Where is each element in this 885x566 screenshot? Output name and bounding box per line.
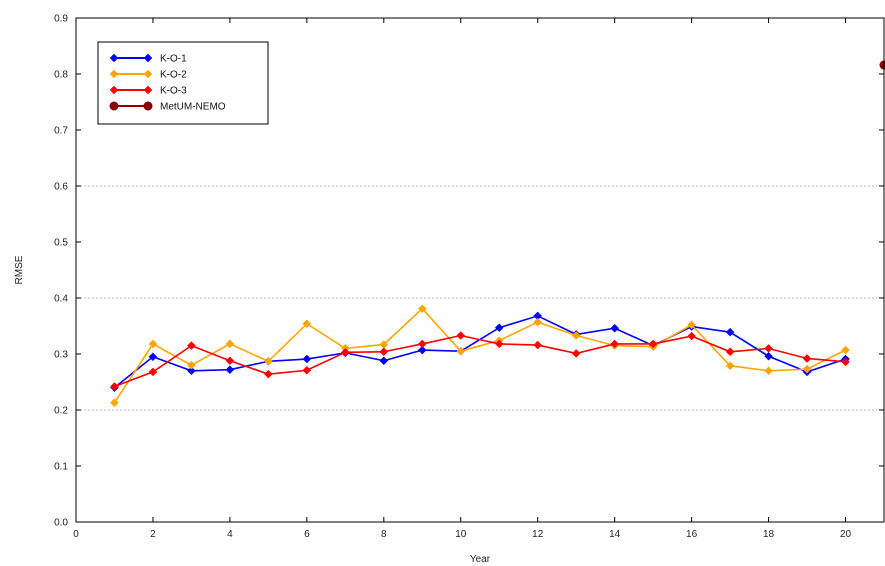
data-point [187, 360, 196, 370]
x-tick-label: 16 [686, 529, 698, 540]
data-point [610, 323, 620, 333]
data-point [841, 345, 850, 355]
data-point [148, 367, 158, 377]
y-axis-label: RMSE [14, 255, 25, 284]
legend-marker-end [143, 85, 153, 95]
legend-label: K-O-1 [160, 54, 187, 65]
y-tick-label: 0.4 [54, 294, 68, 305]
data-point [110, 382, 119, 391]
x-tick-label: 6 [304, 529, 310, 540]
series-line [113, 307, 846, 404]
data-series [110, 60, 885, 408]
y-tick-label: 0.9 [54, 14, 68, 25]
data-point [533, 317, 543, 327]
data-point [725, 327, 735, 337]
data-point [264, 356, 273, 366]
data-point [148, 352, 158, 362]
legend-marker-start [109, 101, 119, 111]
x-tick-label: 4 [227, 529, 233, 540]
y-tick-label: 0.5 [54, 238, 68, 249]
data-point [725, 347, 735, 357]
legend-marker-start [109, 53, 119, 63]
legend-item: K-O-2 [109, 69, 187, 81]
legend-label: MetUM-NEMO [160, 102, 226, 113]
data-point [687, 331, 696, 341]
data-point [225, 365, 235, 375]
x-tick-label: 14 [609, 529, 621, 540]
axis-ticks: 0.0 0.1 0.2 0.3 0.4 0.5 0.6 0.7 0.8 0.9 0 2 4 6 8 10 12 1… [54, 14, 884, 540]
legend-item: MetUM-NEMO [109, 101, 226, 113]
plot-frame [75, 17, 885, 523]
data-point [302, 365, 312, 375]
data-point [302, 319, 312, 329]
data-point [802, 354, 812, 363]
data-point [494, 339, 504, 349]
x-tick-label: 18 [763, 529, 775, 540]
data-point [571, 349, 581, 358]
data-point [764, 344, 773, 353]
data-point [379, 356, 389, 366]
data-point [610, 339, 620, 349]
y-tick-label: 0.0 [54, 518, 68, 529]
x-tick-label: 2 [150, 529, 156, 540]
x-axis-label: Year [470, 554, 491, 565]
data-point [187, 341, 196, 350]
x-tick-label: 10 [455, 529, 467, 540]
series-k-o-2 [110, 304, 850, 408]
data-point [725, 361, 735, 371]
legend: K-O-1 K-O-2 K-O-3 MetUM-NEMO [97, 41, 269, 125]
x-tick-label: 12 [532, 529, 544, 540]
data-point [417, 304, 427, 313]
gridlines [76, 185, 884, 411]
data-point [571, 331, 581, 340]
data-point [379, 347, 389, 357]
y-tick-label: 0.1 [54, 462, 68, 473]
data-point [225, 339, 235, 349]
y-tick-label: 0.2 [54, 406, 68, 417]
data-point [687, 320, 696, 330]
y-tick-label: 0.6 [54, 182, 68, 193]
legend-marker-end [143, 53, 153, 63]
series-line [114, 334, 846, 388]
data-point [417, 339, 427, 349]
x-tick-label: 0 [73, 529, 79, 540]
data-point [456, 346, 466, 356]
data-point [264, 369, 273, 379]
legend-item: K-O-1 [109, 53, 187, 65]
data-point [187, 366, 196, 376]
data-point [494, 323, 504, 333]
x-tick-label: 20 [840, 529, 852, 540]
data-point [148, 339, 158, 349]
data-point [417, 345, 427, 355]
y-tick-label: 0.3 [54, 350, 68, 361]
legend-label: K-O-2 [160, 70, 187, 81]
data-point [648, 339, 658, 349]
y-tick-label: 0.8 [54, 70, 68, 81]
data-point [456, 331, 466, 340]
legend-marker-end [143, 101, 153, 111]
data-point [110, 398, 119, 408]
data-point [802, 364, 812, 374]
series-k-o-3 [110, 331, 850, 391]
data-point [340, 347, 350, 357]
legend-label: K-O-3 [160, 86, 187, 97]
legend-box [97, 41, 269, 125]
x-tick-label: 8 [381, 529, 387, 540]
data-point [225, 356, 235, 366]
legend-marker-start [109, 69, 119, 79]
data-point [533, 340, 543, 350]
data-point [302, 354, 312, 364]
legend-marker-start [109, 85, 119, 95]
y-tick-label: 0.7 [54, 126, 68, 137]
data-point [841, 357, 850, 367]
data-point [764, 366, 773, 376]
legend-item: K-O-3 [109, 85, 187, 97]
data-point [764, 351, 773, 361]
legend-marker-end [143, 69, 153, 79]
